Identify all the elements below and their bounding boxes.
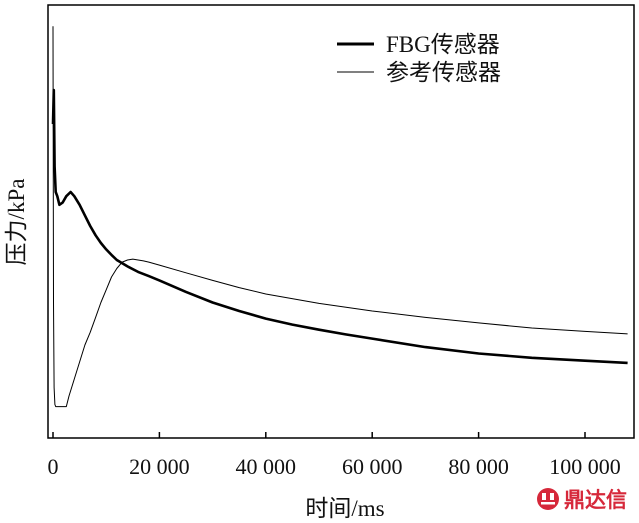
x-axis-label: 时间/ms xyxy=(305,496,384,521)
series-line-fbg xyxy=(51,88,628,365)
legend-label-fbg: FBG传感器 xyxy=(386,32,500,57)
plot-frame xyxy=(47,4,635,439)
series-line-reference xyxy=(52,26,628,408)
x-axis-ticks xyxy=(52,432,586,438)
x-tick-label: 20 000 xyxy=(129,454,190,479)
watermark: 鼎达信 xyxy=(537,488,627,512)
legend-label-reference: 参考传感器 xyxy=(386,60,501,85)
x-tick-label: 0 xyxy=(48,454,59,479)
x-tick-label: 80 000 xyxy=(448,454,509,479)
watermark-text: 鼎达信 xyxy=(564,488,627,512)
x-tick-label: 60 000 xyxy=(342,454,403,479)
x-tick-label: 40 000 xyxy=(236,454,297,479)
ding-logo-icon xyxy=(537,488,559,510)
legend: FBG传感器 参考传感器 xyxy=(337,32,501,85)
y-axis-label: 压力/kPa xyxy=(4,179,29,266)
series-layer xyxy=(51,26,628,408)
x-axis-tick-labels: 0 20 000 40 000 60 000 80 000 100 000 xyxy=(48,454,621,479)
x-tick-label: 100 000 xyxy=(549,454,621,479)
